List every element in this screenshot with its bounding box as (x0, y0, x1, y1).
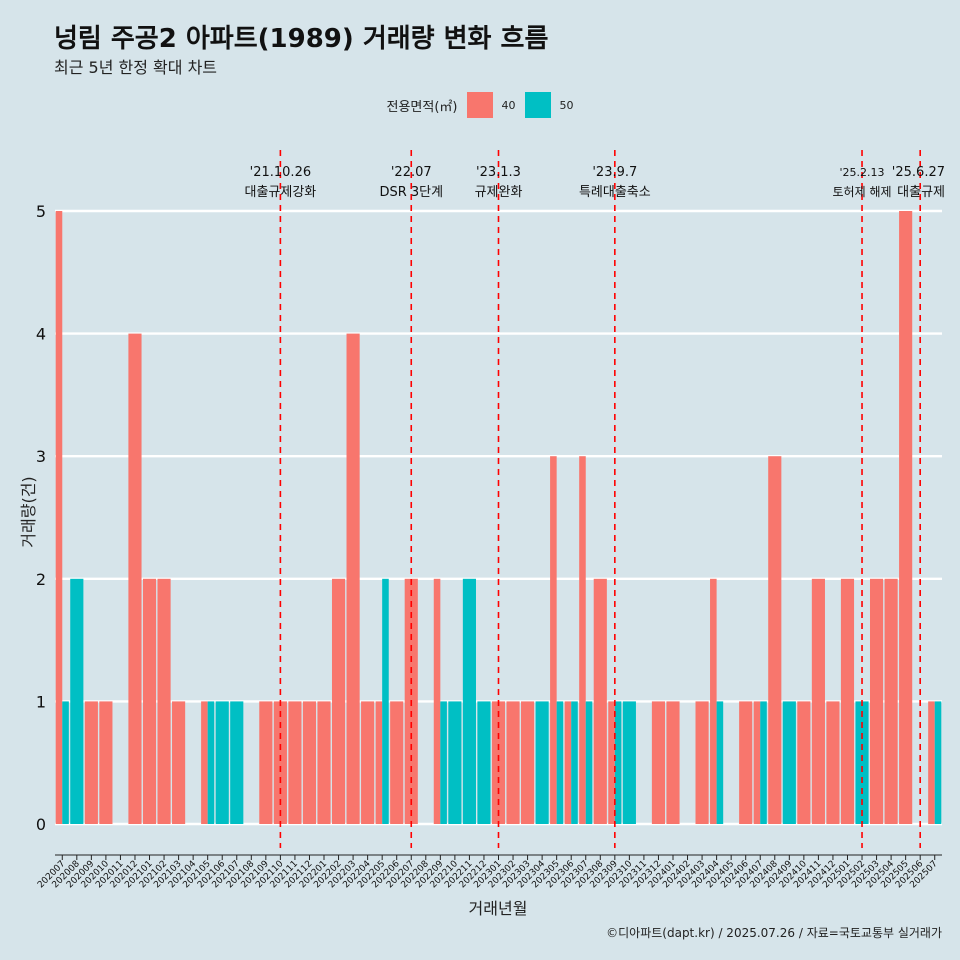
y-tick-label-3: 3 (36, 447, 46, 466)
bar-40-202501 (840, 578, 855, 824)
bar-40-202408 (768, 456, 782, 824)
event-desc-4: 토허제 해제 (833, 185, 892, 199)
bar-40-202201 (317, 701, 331, 824)
bar-40-202411 (811, 578, 825, 824)
event-date-5: '25.6.27 (892, 165, 945, 180)
bar-50-202304 (535, 701, 549, 824)
bar-40-202309 (608, 701, 615, 824)
event-desc-2: 규제완화 (475, 185, 523, 200)
bar-50-202309 (614, 701, 622, 824)
bar-50-202107 (230, 701, 244, 824)
bar-40-202403 (695, 701, 709, 824)
chart-title: 넝림 주공2 아파트(1989) 거래량 변화 흐름 (54, 24, 549, 54)
bar-50-202306 (571, 701, 578, 824)
bar-50-202008 (70, 578, 84, 824)
bars (55, 211, 942, 824)
bar-40-202307 (579, 456, 586, 824)
bar-50-202307 (585, 701, 593, 824)
bar-50-202106 (215, 701, 229, 824)
legend-label-40: 40 (501, 98, 516, 112)
event-date-3: '23.9.7 (592, 165, 637, 180)
bar-40-202312 (651, 701, 666, 824)
y-tick-label-5: 5 (36, 202, 46, 221)
event-desc-3: 특례대출축소 (579, 185, 651, 200)
y-tick-label-1: 1 (36, 692, 46, 711)
bar-50-202212 (477, 701, 491, 824)
event-desc-1: DSR 3단계 (379, 185, 443, 200)
bar-40-202110 (273, 701, 287, 824)
bar-50-202502 (855, 701, 869, 824)
source-caption: ©디아파트(dapt.kr) / 2025.07.26 / 자료=국토교통부 실… (606, 926, 942, 940)
bar-40-202305 (550, 456, 557, 824)
bar-40-202209 (433, 578, 441, 824)
bar-40-202303 (521, 701, 535, 824)
bar-40-202503 (869, 578, 884, 824)
event-lines: '21.10.26 대출규제강화 '22.07 DSR 3단계 '23.1.3 규제완화 '… (245, 150, 945, 848)
bar-40-202412 (826, 701, 840, 824)
bar-40-202205 (375, 701, 383, 824)
bar-40-202308 (593, 578, 607, 824)
bar-40-202410 (797, 701, 811, 824)
bar-40-202401 (666, 701, 680, 824)
event-date-0: '21.10.26 (250, 165, 311, 180)
legend-swatch-40 (467, 92, 494, 118)
bar-40-202109 (259, 701, 273, 824)
bar-40-202302 (506, 701, 520, 824)
bar-50-202205 (382, 578, 389, 824)
bar-40-202007 (55, 211, 63, 824)
y-axis-label: 거래량(건) (19, 476, 38, 547)
bar-40-202505 (899, 211, 913, 824)
bar-40-202105 (201, 701, 208, 824)
bar-40-202012 (128, 333, 142, 824)
bar-40-202203 (346, 333, 360, 824)
bar-50-202211 (462, 578, 476, 824)
bar-40-202504 (884, 578, 898, 824)
y-tick-label-2: 2 (36, 570, 46, 589)
legend-title: 전용면적(㎡) (386, 99, 458, 115)
event-desc-5: 대출규제 (897, 185, 945, 200)
bar-40-202404 (710, 578, 717, 824)
bar-50-202407 (760, 701, 767, 824)
event-date-2: '23.1.3 (476, 165, 521, 180)
bar-40-202010 (99, 701, 113, 824)
bar-40-202406 (739, 701, 753, 824)
event-date-1: '22.07 (391, 165, 432, 180)
bar-50-202310 (622, 701, 636, 824)
bar-50-202209 (440, 701, 447, 824)
bar-40-202204 (361, 701, 375, 824)
bar-40-202507 (928, 701, 935, 824)
bar-40-202103 (172, 701, 186, 824)
bar-40-202101 (142, 578, 157, 824)
y-tick-label-0: 0 (36, 815, 46, 834)
bar-40-202112 (302, 701, 317, 824)
bar-50-202105 (207, 701, 215, 824)
legend: 전용면적(㎡) 40 50 (0, 92, 960, 118)
event-desc-0: 대출규제강화 (245, 185, 317, 200)
legend-label-50: 50 (559, 98, 574, 112)
bar-50-202305 (556, 701, 564, 824)
y-tick-label-4: 4 (36, 325, 46, 344)
bar-50-202409 (782, 701, 796, 824)
bar-40-202202 (331, 578, 346, 824)
chart-subtitle: 최근 5년 한정 확대 차트 (54, 58, 218, 77)
bar-50-202210 (448, 701, 462, 824)
bar-40-202206 (390, 701, 404, 824)
bar-40-202306 (564, 701, 572, 824)
bar-50-202507 (934, 701, 942, 824)
event-date-4: '25.2.13 (840, 166, 885, 179)
bar-40-202407 (753, 701, 761, 824)
legend-swatch-50 (525, 92, 552, 118)
bar-40-202102 (157, 578, 171, 824)
bar-50-202404 (716, 701, 724, 824)
bar-40-202111 (288, 701, 302, 824)
bar-40-202009 (84, 701, 98, 824)
x-axis-label: 거래년월 (469, 899, 528, 918)
bar-50-202007 (62, 701, 69, 824)
bar-40-202301 (491, 701, 506, 824)
